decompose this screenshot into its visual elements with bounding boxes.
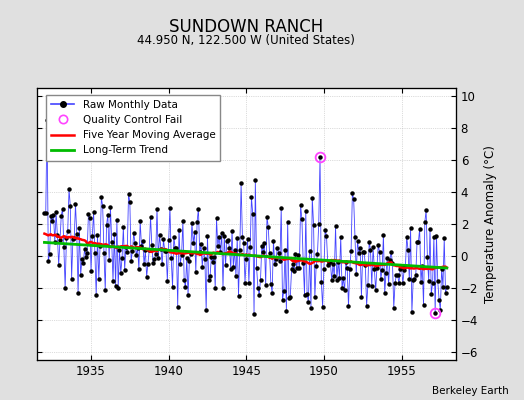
- Text: SUNDOWN RANCH: SUNDOWN RANCH: [169, 18, 323, 36]
- Legend: Raw Monthly Data, Quality Control Fail, Five Year Moving Average, Long-Term Tren: Raw Monthly Data, Quality Control Fail, …: [46, 94, 221, 161]
- Text: 44.950 N, 122.500 W (United States): 44.950 N, 122.500 W (United States): [137, 34, 355, 47]
- Y-axis label: Temperature Anomaly (°C): Temperature Anomaly (°C): [484, 145, 497, 303]
- Text: Berkeley Earth: Berkeley Earth: [432, 386, 508, 396]
